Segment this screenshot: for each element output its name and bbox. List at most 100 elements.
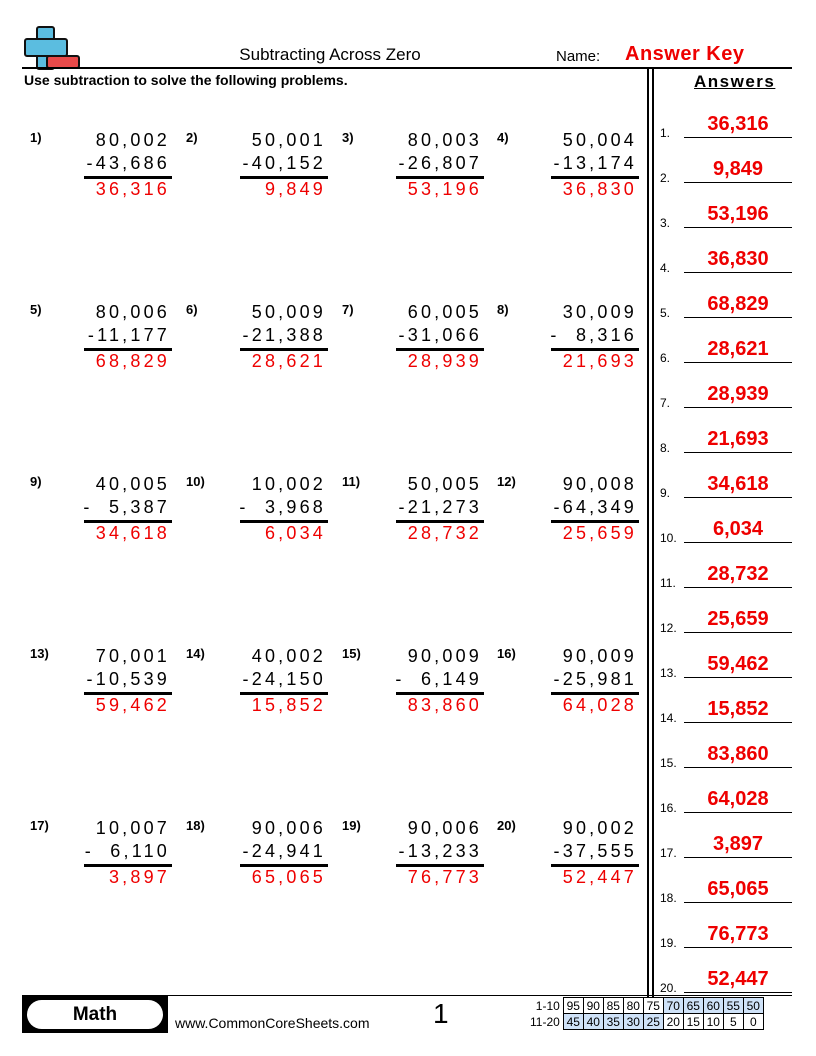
problem-number: 19) <box>342 818 361 833</box>
problem-number: 6) <box>186 302 198 317</box>
answer-item: 17. 3,897 <box>660 830 792 860</box>
score-cell: 20 <box>662 1013 684 1030</box>
score-cell: 90 <box>582 997 604 1014</box>
answer-bar <box>84 692 172 695</box>
subtrahend: -21,273 <box>398 497 482 517</box>
score-cell: 80 <box>622 997 644 1014</box>
score-cell: 0 <box>742 1013 764 1030</box>
score-cell: 30 <box>622 1013 644 1030</box>
answer-bar <box>84 176 172 179</box>
problem-number: 15) <box>342 646 361 661</box>
answer-value: 28,621 <box>707 338 769 360</box>
answer-line <box>684 857 792 858</box>
answer-number: 8. <box>660 441 671 455</box>
answer-item: 13. 59,462 <box>660 650 792 680</box>
answer-number: 7. <box>660 396 671 410</box>
problem-number: 11) <box>342 474 361 489</box>
answer-bar <box>84 520 172 523</box>
difference: 83,860 <box>407 695 482 715</box>
answer-item: 12. 25,659 <box>660 605 792 635</box>
answer-value: 52,447 <box>707 968 769 990</box>
difference: 3,897 <box>108 867 170 887</box>
subtrahend: -11,177 <box>87 325 170 345</box>
answer-value: 15,852 <box>707 698 769 720</box>
answer-item: 11. 28,732 <box>660 560 792 590</box>
problem: 13) 70,001 -10,539 59,462 <box>30 646 172 716</box>
answer-bar <box>396 348 484 351</box>
answer-bar <box>551 176 639 179</box>
difference: 36,316 <box>95 179 170 199</box>
answer-value: 83,860 <box>707 743 769 765</box>
answer-line <box>684 542 792 543</box>
difference: 25,659 <box>562 523 637 543</box>
answer-line <box>684 677 792 678</box>
minuend: 90,009 <box>407 646 482 666</box>
problem: 2) 50,001 -40,152 9,849 <box>186 130 328 200</box>
minuend: 90,006 <box>251 818 326 838</box>
subtrahend: -24,150 <box>242 669 326 689</box>
answer-number: 2. <box>660 171 671 185</box>
problem: 18) 90,006 -24,941 65,065 <box>186 818 328 888</box>
problem: 20) 90,002 -37,555 52,447 <box>497 818 639 888</box>
answer-value: 21,693 <box>707 428 769 450</box>
subtrahend: -21,388 <box>242 325 326 345</box>
answer-number: 19. <box>660 936 677 950</box>
problem-number: 12) <box>497 474 516 489</box>
minuend: 60,005 <box>407 302 482 322</box>
difference: 52,447 <box>562 867 637 887</box>
problem-number: 18) <box>186 818 205 833</box>
answer-number: 17. <box>660 846 677 860</box>
problem: 14) 40,002 -24,150 15,852 <box>186 646 328 716</box>
problem: 10) 10,002 - 3,968 6,034 <box>186 474 328 544</box>
difference: 28,732 <box>407 523 482 543</box>
answer-bar <box>240 348 328 351</box>
answer-item: 20. 52,447 <box>660 965 792 995</box>
problem-number: 5) <box>30 302 42 317</box>
answer-item: 1. 36,316 <box>660 110 792 140</box>
answer-number: 14. <box>660 711 677 725</box>
difference: 6,034 <box>264 523 326 543</box>
minuend: 50,004 <box>562 130 637 150</box>
answer-number: 6. <box>660 351 671 365</box>
minuend: 50,001 <box>251 130 326 150</box>
answer-item: 5. 68,829 <box>660 290 792 320</box>
answer-line <box>684 587 792 588</box>
answer-item: 10. 6,034 <box>660 515 792 545</box>
score-cell: 95 <box>562 997 584 1014</box>
problem: 17) 10,007 - 6,110 3,897 <box>30 818 172 888</box>
problem-number: 4) <box>497 130 509 145</box>
subtrahend: -24,941 <box>242 841 326 861</box>
problem: 16) 90,009 -25,981 64,028 <box>497 646 639 716</box>
answer-number: 10. <box>660 531 677 545</box>
answer-number: 1. <box>660 126 671 140</box>
subtrahend: -13,233 <box>398 841 482 861</box>
problem: 15) 90,009 - 6,149 83,860 <box>342 646 484 716</box>
score-range: 11-20 <box>530 1014 560 1029</box>
column-divider <box>647 67 649 997</box>
answer-item: 2. 9,849 <box>660 155 792 185</box>
minuend: 90,002 <box>562 818 637 838</box>
answer-bar <box>240 520 328 523</box>
problem-number: 8) <box>497 302 509 317</box>
answer-value: 76,773 <box>707 923 769 945</box>
column-divider <box>652 67 654 997</box>
answer-line <box>684 362 792 363</box>
subtrahend: -43,686 <box>86 153 170 173</box>
answer-bar <box>240 176 328 179</box>
difference: 64,028 <box>562 695 637 715</box>
website-link[interactable]: www.CommonCoreSheets.com <box>175 1015 370 1031</box>
answer-value: 36,316 <box>707 113 769 135</box>
answer-item: 3. 53,196 <box>660 200 792 230</box>
answer-number: 20. <box>660 981 677 995</box>
answer-line <box>684 137 792 138</box>
minuend: 50,009 <box>251 302 326 322</box>
answer-number: 16. <box>660 801 677 815</box>
problem: 4) 50,004 -13,174 36,830 <box>497 130 639 200</box>
subtrahend: - 5,387 <box>83 497 170 517</box>
score-cell: 5 <box>722 1013 744 1030</box>
problem: 11) 50,005 -21,273 28,732 <box>342 474 484 544</box>
problem: 8) 30,009 - 8,316 21,693 <box>497 302 639 372</box>
answer-number: 9. <box>660 486 671 500</box>
answer-number: 12. <box>660 621 677 635</box>
problem-number: 10) <box>186 474 205 489</box>
